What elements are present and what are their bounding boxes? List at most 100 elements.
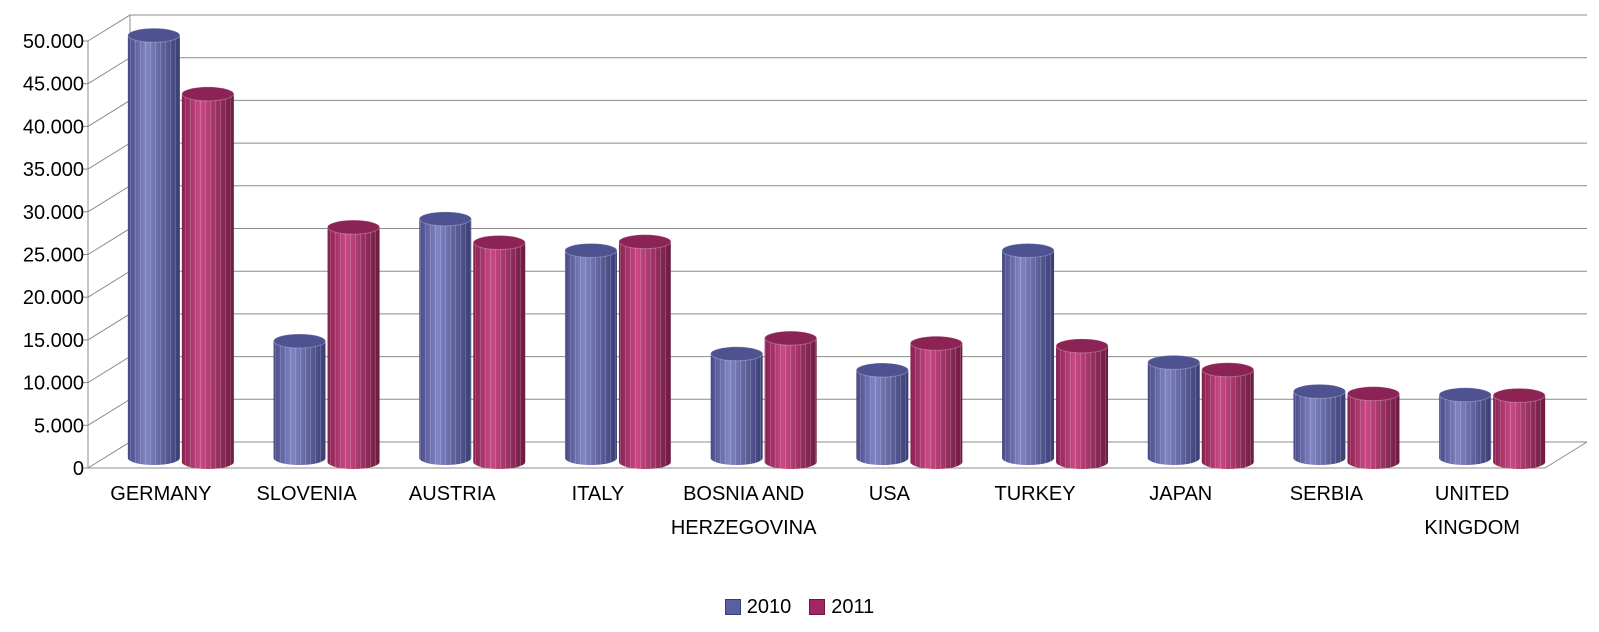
bar-2011-4 [764, 330, 818, 469]
bar-texture [1439, 394, 1492, 465]
legend-label-2010: 2010 [746, 595, 792, 618]
y-tick-label: 30.000 [23, 202, 84, 224]
x-tick-label: TURKEY [994, 483, 1075, 505]
gridline [87, 270, 1587, 298]
y-tick-label: 15.000 [23, 330, 84, 352]
y-tick-label: 35.000 [23, 159, 84, 181]
bar-2010-7 [1147, 354, 1201, 465]
legend-item-2010: 2010 [724, 595, 792, 619]
y-tick-label: 0 [73, 458, 84, 480]
gridline [87, 228, 1587, 255]
bar-texture [1293, 391, 1346, 465]
bar-texture [1147, 362, 1200, 465]
bar-2010-9 [1438, 387, 1492, 465]
bar-2011-6 [1055, 338, 1109, 469]
legend-swatch-2010 [724, 599, 741, 615]
x-tick-label: SERBIA [1290, 483, 1364, 505]
legend-swatch-2011 [809, 599, 826, 615]
legend-label-2011: 2011 [831, 595, 875, 618]
bars [127, 27, 1546, 470]
bar-texture [1056, 345, 1109, 469]
y-axis: 0 5.000 10.000 15.000 20.000 25.000 30.000 35.0… [23, 31, 89, 480]
bar-top [1147, 354, 1201, 370]
y-tick-label: 50.000 [23, 31, 84, 53]
x-tick-label: HERZEGOVINA [671, 517, 817, 539]
gridline [87, 14, 1587, 42]
bar-texture [856, 370, 909, 465]
bar-top [909, 335, 963, 351]
bar-texture [564, 250, 617, 465]
legend-item-2011: 2011 [809, 596, 874, 619]
gridline [87, 57, 1587, 85]
floor-edge [88, 441, 1588, 469]
bar-texture [327, 227, 380, 469]
bar-texture [764, 338, 817, 469]
bar-top [472, 235, 526, 251]
bar-top [273, 333, 327, 349]
bar-top [618, 234, 672, 250]
bar-texture [127, 35, 180, 465]
x-tick-label: ITALY [572, 483, 625, 505]
bar-2011-8 [1346, 386, 1400, 469]
bar-top [1055, 338, 1109, 354]
bar-top [564, 242, 618, 258]
bar-2010-1 [273, 333, 327, 465]
y-tick-label: 20.000 [23, 287, 84, 309]
bar-texture [273, 341, 326, 465]
bar-top [418, 211, 472, 227]
bar-2010-4 [710, 346, 764, 465]
bar-top [127, 27, 181, 43]
bar-2011-5 [909, 335, 963, 469]
x-tick-label: SLOVENIA [257, 483, 358, 505]
bar-2010-6 [1001, 242, 1055, 465]
bar-2010-5 [855, 362, 909, 465]
bar-texture [1002, 250, 1055, 465]
x-tick-label: AUSTRIA [409, 483, 496, 505]
bar-2011-7 [1201, 362, 1255, 469]
x-tick-label: GERMANY [110, 483, 211, 505]
bar-texture [910, 343, 963, 469]
bar-texture [618, 241, 671, 469]
bar-texture [1347, 393, 1400, 469]
bar-2011-3 [618, 234, 672, 469]
bar-texture [1493, 395, 1546, 469]
bar-top [1346, 386, 1400, 402]
bar-top [1492, 387, 1546, 403]
bar-2011-0 [181, 86, 235, 470]
x-tick-label: KINGDOM [1424, 517, 1520, 539]
x-tick-label: UNITED [1435, 483, 1509, 505]
bar-top [1001, 242, 1055, 258]
x-axis: GERMANY SLOVENIA AUSTRIA ITALY BOSNIA AND HER… [110, 483, 1520, 539]
bar-2010-2 [418, 211, 472, 465]
gridline [87, 185, 1587, 213]
bar-2010-8 [1292, 383, 1346, 465]
bar-2010-3 [564, 242, 618, 465]
y-tick-label: 10.000 [23, 373, 84, 395]
x-tick-label: USA [869, 483, 911, 505]
bar-texture [1201, 369, 1254, 469]
bar-top [764, 330, 818, 346]
y-tick-label: 5.000 [34, 415, 84, 437]
legend: 2010 2011 [0, 594, 1599, 620]
bar-texture [419, 218, 472, 465]
bar-2010-0 [127, 27, 181, 465]
bar-texture [181, 93, 234, 470]
bar-texture [473, 242, 526, 469]
bar-top [327, 219, 381, 235]
x-tick-label: BOSNIA AND [683, 483, 804, 505]
x-tick-label: JAPAN [1149, 483, 1212, 505]
y-tick-label: 40.000 [23, 116, 84, 138]
bar-2011-9 [1492, 387, 1546, 469]
y-tick-label: 45.000 [23, 74, 84, 96]
bar-texture [710, 353, 763, 465]
bar-top [1292, 383, 1346, 399]
gridline [87, 99, 1587, 127]
bar-top [855, 362, 909, 378]
bar-top [1201, 362, 1255, 378]
bar-2011-1 [327, 219, 381, 469]
gridline [87, 142, 1587, 170]
bar-2011-2 [472, 235, 526, 469]
bar-top [710, 346, 764, 362]
